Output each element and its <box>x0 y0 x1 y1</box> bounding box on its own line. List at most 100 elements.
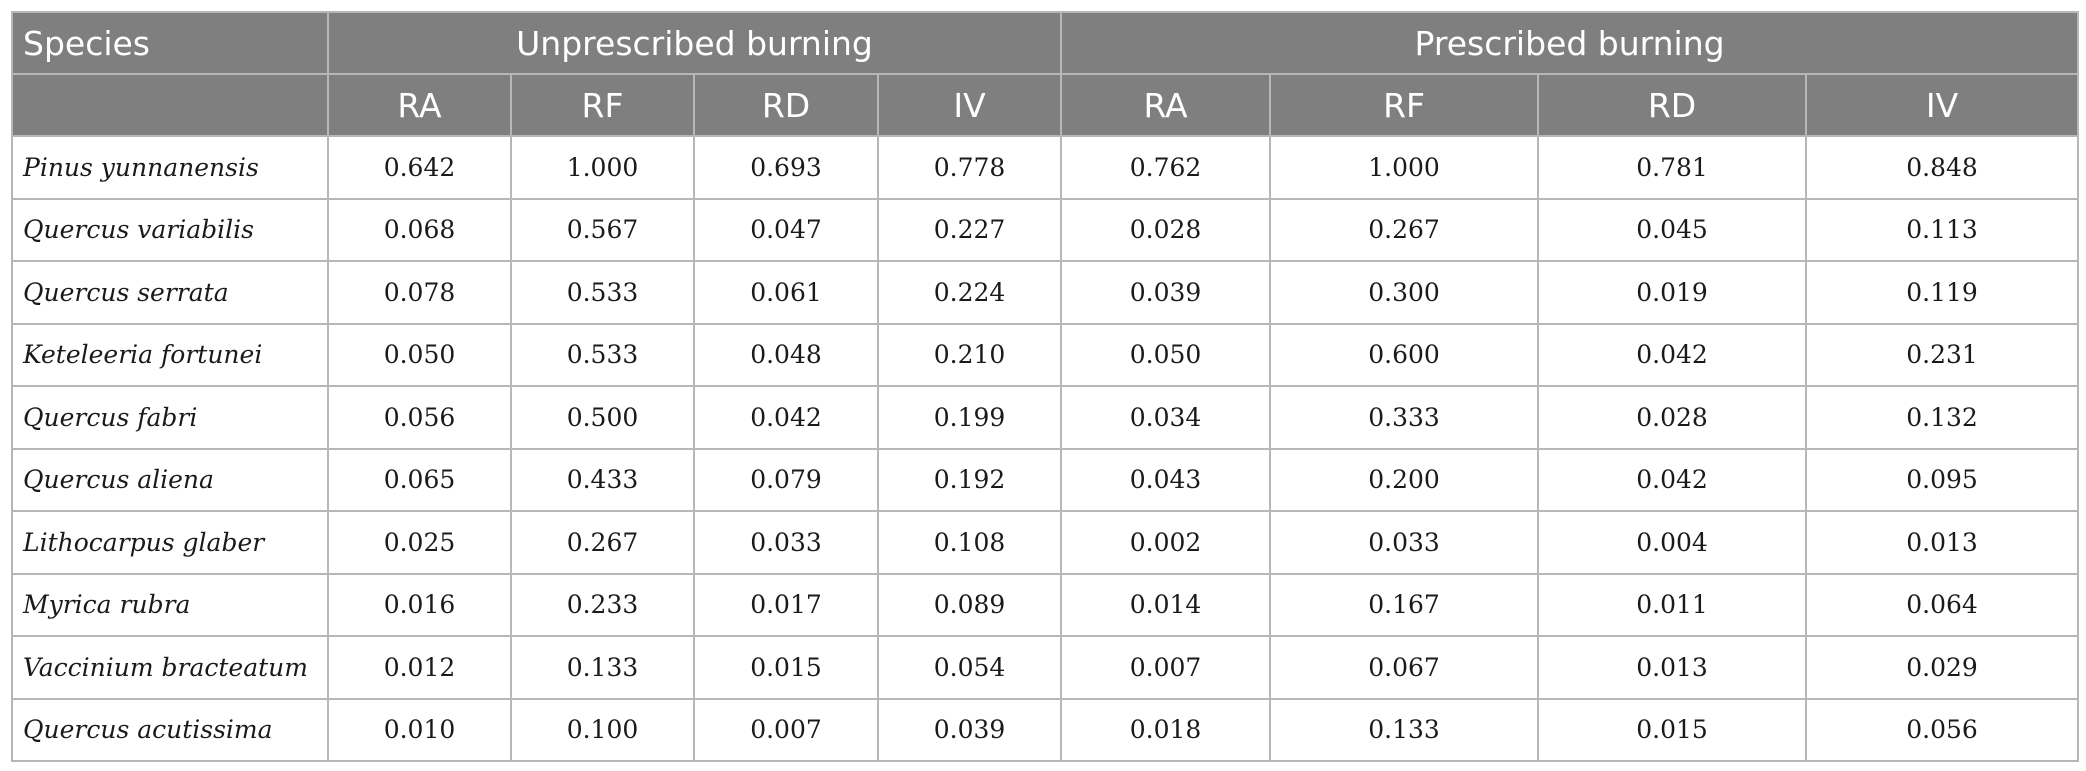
value-cell: 0.267 <box>1269 197 1540 262</box>
value-cell: 0.200 <box>1269 447 1540 512</box>
value-cell: 0.600 <box>1269 322 1540 387</box>
value-cell: 0.018 <box>1060 697 1272 762</box>
value-cell: 0.133 <box>510 635 695 700</box>
value-cell: 1.000 <box>1269 135 1540 200</box>
value-cell: 1.000 <box>510 135 695 200</box>
value-cell: 0.007 <box>1060 635 1272 700</box>
value-cell: 0.199 <box>876 385 1063 450</box>
value-cell: 0.054 <box>876 635 1063 700</box>
value-cell: 0.019 <box>1537 260 1808 325</box>
species-name: Quercus variabilis <box>11 197 329 262</box>
value-cell: 0.033 <box>1269 510 1540 575</box>
value-cell: 0.039 <box>876 697 1063 762</box>
species-name: Pinus yunnanensis <box>11 135 329 200</box>
subheader-rd: RD <box>1537 73 1808 137</box>
value-cell: 0.011 <box>1537 572 1808 637</box>
value-cell: 0.227 <box>876 197 1063 262</box>
value-cell: 0.033 <box>693 510 879 575</box>
value-cell: 0.042 <box>1537 447 1808 512</box>
value-cell: 0.210 <box>876 322 1063 387</box>
value-cell: 0.015 <box>693 635 879 700</box>
value-cell: 0.015 <box>1537 697 1808 762</box>
table-row: Keteleeria fortunei 0.050 0.533 0.048 0.210 0… <box>11 322 2080 387</box>
value-cell: 0.045 <box>1537 197 1808 262</box>
value-cell: 0.267 <box>510 510 695 575</box>
subheader-rf: RF <box>510 73 695 137</box>
value-cell: 0.014 <box>1060 572 1272 637</box>
species-name: Myrica rubra <box>11 572 329 637</box>
header-row-groups: Species Unprescribed burning Prescribed … <box>11 11 2080 75</box>
value-cell: 0.056 <box>327 385 512 450</box>
value-cell: 0.017 <box>693 572 879 637</box>
value-cell: 0.012 <box>327 635 512 700</box>
value-cell: 0.233 <box>510 572 695 637</box>
species-name: Quercus aliena <box>11 447 329 512</box>
value-cell: 0.039 <box>1060 260 1272 325</box>
value-cell: 0.079 <box>693 447 879 512</box>
value-cell: 0.693 <box>693 135 879 200</box>
value-cell: 0.067 <box>1269 635 1540 700</box>
value-cell: 0.300 <box>1269 260 1540 325</box>
value-cell: 0.050 <box>1060 322 1272 387</box>
table-row: Quercus aliena 0.065 0.433 0.079 0.192 0.043 0… <box>11 447 2080 512</box>
species-subheader-blank <box>11 73 329 137</box>
value-cell: 0.042 <box>693 385 879 450</box>
value-cell: 0.065 <box>327 447 512 512</box>
table-header: Species Unprescribed burning Prescribed … <box>11 11 2080 137</box>
species-name: Quercus acutissima <box>11 697 329 762</box>
subheader-iv: IV <box>876 73 1063 137</box>
value-cell: 0.781 <box>1537 135 1808 200</box>
value-cell: 0.029 <box>1805 635 2080 700</box>
table-row: Quercus acutissima 0.010 0.100 0.007 0.039 0.… <box>11 697 2080 762</box>
group-header-prescribed: Prescribed burning <box>1060 11 2080 75</box>
value-cell: 0.043 <box>1060 447 1272 512</box>
value-cell: 0.192 <box>876 447 1063 512</box>
value-cell: 0.100 <box>510 697 695 762</box>
header-row-metrics: RA RF RD IV RA RF RD IV <box>11 73 2080 137</box>
subheader-rd: RD <box>693 73 879 137</box>
value-cell: 0.047 <box>693 197 879 262</box>
value-cell: 0.064 <box>1805 572 2080 637</box>
value-cell: 0.500 <box>510 385 695 450</box>
value-cell: 0.333 <box>1269 385 1540 450</box>
species-name: Lithocarpus glaber <box>11 510 329 575</box>
value-cell: 0.113 <box>1805 197 2080 262</box>
value-cell: 0.778 <box>876 135 1063 200</box>
value-cell: 0.056 <box>1805 697 2080 762</box>
value-cell: 0.567 <box>510 197 695 262</box>
value-cell: 0.231 <box>1805 322 2080 387</box>
value-cell: 0.132 <box>1805 385 2080 450</box>
subheader-ra: RA <box>327 73 512 137</box>
value-cell: 0.042 <box>1537 322 1808 387</box>
value-cell: 0.016 <box>327 572 512 637</box>
value-cell: 0.642 <box>327 135 512 200</box>
value-cell: 0.089 <box>876 572 1063 637</box>
table-row: Quercus fabri 0.056 0.500 0.042 0.199 0.034 0.… <box>11 385 2080 450</box>
value-cell: 0.007 <box>693 697 879 762</box>
table-row: Vaccinium bracteatum 0.012 0.133 0.015 0.054… <box>11 635 2080 700</box>
value-cell: 0.167 <box>1269 572 1540 637</box>
value-cell: 0.119 <box>1805 260 2080 325</box>
table-row: Myrica rubra 0.016 0.233 0.017 0.089 0.014 0.1… <box>11 572 2080 637</box>
table-row: Pinus yunnanensis 0.642 1.000 0.693 0.778 0.7… <box>11 135 2080 200</box>
data-table: Species Unprescribed burning Prescribed … <box>11 11 2080 762</box>
value-cell: 0.533 <box>510 322 695 387</box>
value-cell: 0.068 <box>327 197 512 262</box>
value-cell: 0.848 <box>1805 135 2080 200</box>
subheader-ra: RA <box>1060 73 1272 137</box>
species-header: Species <box>11 11 329 75</box>
value-cell: 0.028 <box>1060 197 1272 262</box>
value-cell: 0.013 <box>1537 635 1808 700</box>
value-cell: 0.095 <box>1805 447 2080 512</box>
subheader-iv: IV <box>1805 73 2080 137</box>
value-cell: 0.108 <box>876 510 1063 575</box>
value-cell: 0.013 <box>1805 510 2080 575</box>
value-cell: 0.050 <box>327 322 512 387</box>
table-body: Pinus yunnanensis 0.642 1.000 0.693 0.778 0.7… <box>11 135 2080 762</box>
table-row: Lithocarpus glaber 0.025 0.267 0.033 0.108 0.… <box>11 510 2080 575</box>
species-name: Vaccinium bracteatum <box>11 635 329 700</box>
table-row: Quercus serrata 0.078 0.533 0.061 0.224 0.039… <box>11 260 2080 325</box>
species-name: Quercus fabri <box>11 385 329 450</box>
value-cell: 0.133 <box>1269 697 1540 762</box>
value-cell: 0.002 <box>1060 510 1272 575</box>
